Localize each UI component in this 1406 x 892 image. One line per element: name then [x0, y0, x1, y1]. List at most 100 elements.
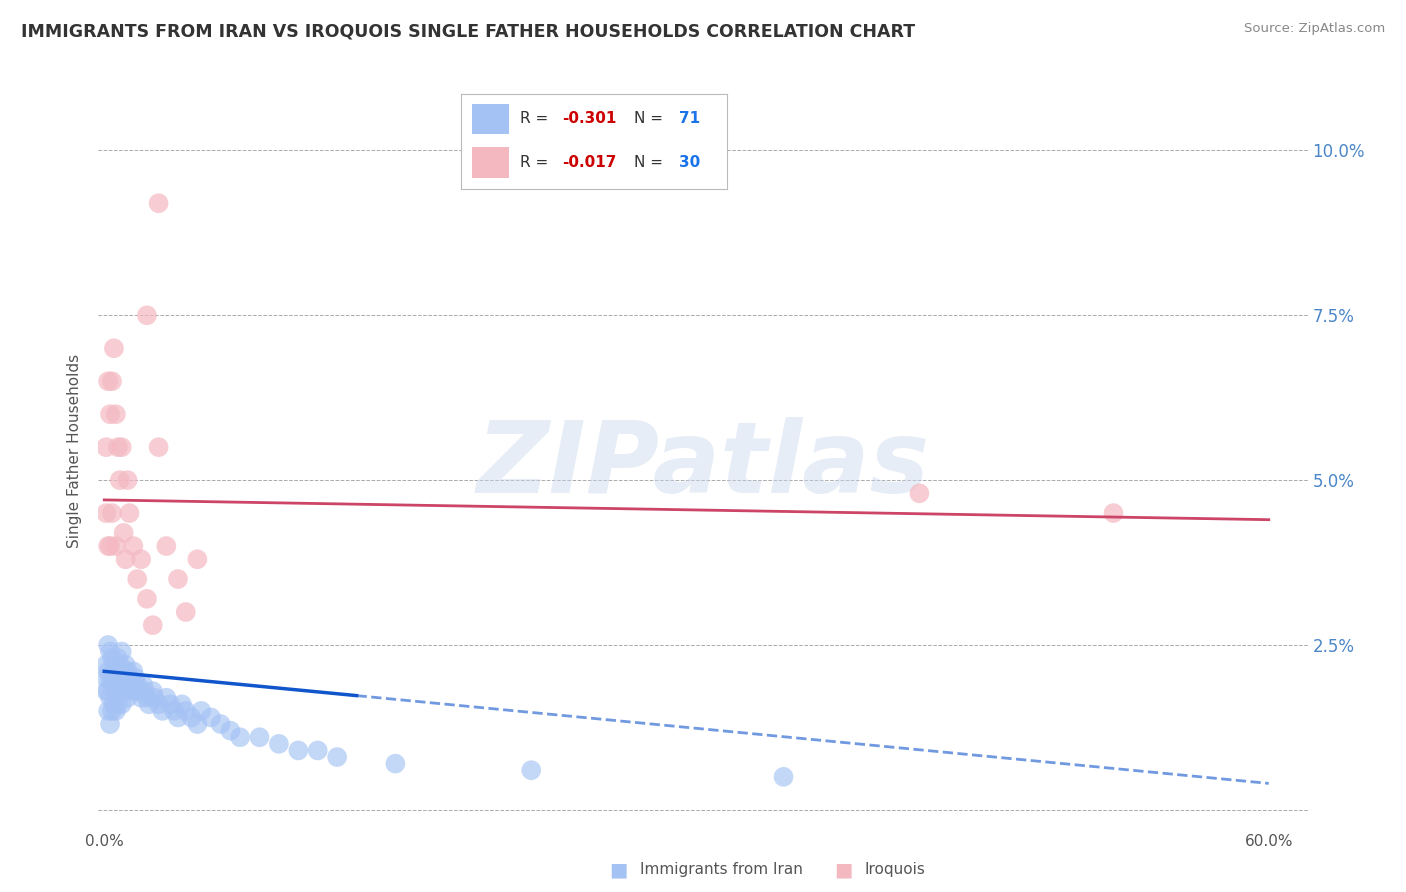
Point [108, 657, 131, 672]
Point [129, 552, 152, 566]
Point [111, 671, 134, 685]
Point [155, 690, 177, 705]
Point [107, 698, 129, 712]
Point [180, 710, 202, 724]
Text: Immigrants from Iran: Immigrants from Iran [640, 863, 803, 877]
Point [307, 743, 329, 757]
Point [96, 506, 118, 520]
Point [108, 684, 131, 698]
Point [114, 657, 136, 672]
Point [107, 651, 129, 665]
Point [108, 473, 131, 487]
Point [152, 704, 174, 718]
Point [124, 671, 146, 685]
Point [98, 671, 121, 685]
Point [111, 440, 134, 454]
Point [170, 698, 193, 712]
Point [104, 684, 127, 698]
Point [142, 684, 165, 698]
Point [112, 525, 135, 540]
Point [163, 704, 186, 718]
Point [132, 677, 155, 691]
Point [112, 684, 135, 698]
Point [148, 698, 170, 712]
Point [326, 750, 349, 764]
Point [103, 341, 125, 355]
Point [97, 684, 120, 698]
Point [103, 657, 125, 672]
Point [104, 539, 127, 553]
Text: ■: ■ [609, 860, 628, 880]
Point [174, 605, 197, 619]
Point [155, 539, 177, 553]
Point [96, 657, 118, 672]
Point [98, 539, 121, 553]
Point [174, 704, 197, 718]
Point [117, 665, 139, 679]
Point [128, 684, 150, 698]
Point [209, 717, 232, 731]
Point [167, 710, 190, 724]
Point [167, 572, 190, 586]
Text: IMMIGRANTS FROM IRAN VS IROQUOIS SINGLE FATHER HOUSEHOLDS CORRELATION CHART: IMMIGRANTS FROM IRAN VS IROQUOIS SINGLE … [21, 22, 915, 40]
Point [219, 723, 242, 738]
Text: ZIPatlas: ZIPatlas [477, 417, 929, 514]
Point [103, 698, 125, 712]
Point [111, 698, 134, 712]
Point [104, 704, 127, 718]
Point [136, 591, 159, 606]
Point [98, 644, 121, 658]
Point [97, 638, 120, 652]
Point [98, 407, 121, 421]
Point [120, 677, 142, 691]
Point [249, 731, 271, 745]
Point [190, 704, 212, 718]
Point [148, 440, 170, 454]
Point [107, 677, 129, 691]
Point [96, 684, 118, 698]
Point [112, 665, 135, 679]
Point [127, 572, 149, 586]
Point [107, 440, 129, 454]
Point [111, 644, 134, 658]
Point [101, 374, 124, 388]
Point [136, 308, 159, 322]
Point [908, 486, 931, 500]
Point [127, 677, 149, 691]
Point [136, 690, 159, 705]
Point [772, 770, 794, 784]
Point [101, 704, 124, 718]
Text: ■: ■ [834, 860, 853, 880]
Point [114, 552, 136, 566]
Point [118, 671, 141, 685]
Point [104, 665, 127, 679]
Point [148, 196, 170, 211]
Text: Iroquois: Iroquois [865, 863, 925, 877]
Y-axis label: Single Father Households: Single Father Households [67, 353, 83, 548]
Point [117, 690, 139, 705]
Point [117, 473, 139, 487]
Point [159, 698, 181, 712]
Point [129, 690, 152, 705]
Point [101, 651, 124, 665]
Point [186, 717, 208, 731]
Point [138, 698, 160, 712]
Point [1102, 506, 1125, 520]
Point [186, 552, 208, 566]
Point [143, 690, 166, 705]
Point [134, 684, 156, 698]
Point [101, 677, 124, 691]
Point [97, 539, 120, 553]
Point [200, 710, 222, 724]
Point [122, 684, 145, 698]
Point [118, 506, 141, 520]
Point [384, 756, 406, 771]
Point [122, 539, 145, 553]
Point [104, 407, 127, 421]
Point [97, 704, 120, 718]
Point [103, 677, 125, 691]
Text: Source: ZipAtlas.com: Source: ZipAtlas.com [1244, 22, 1385, 36]
Point [98, 717, 121, 731]
Point [96, 671, 118, 685]
Point [229, 731, 252, 745]
